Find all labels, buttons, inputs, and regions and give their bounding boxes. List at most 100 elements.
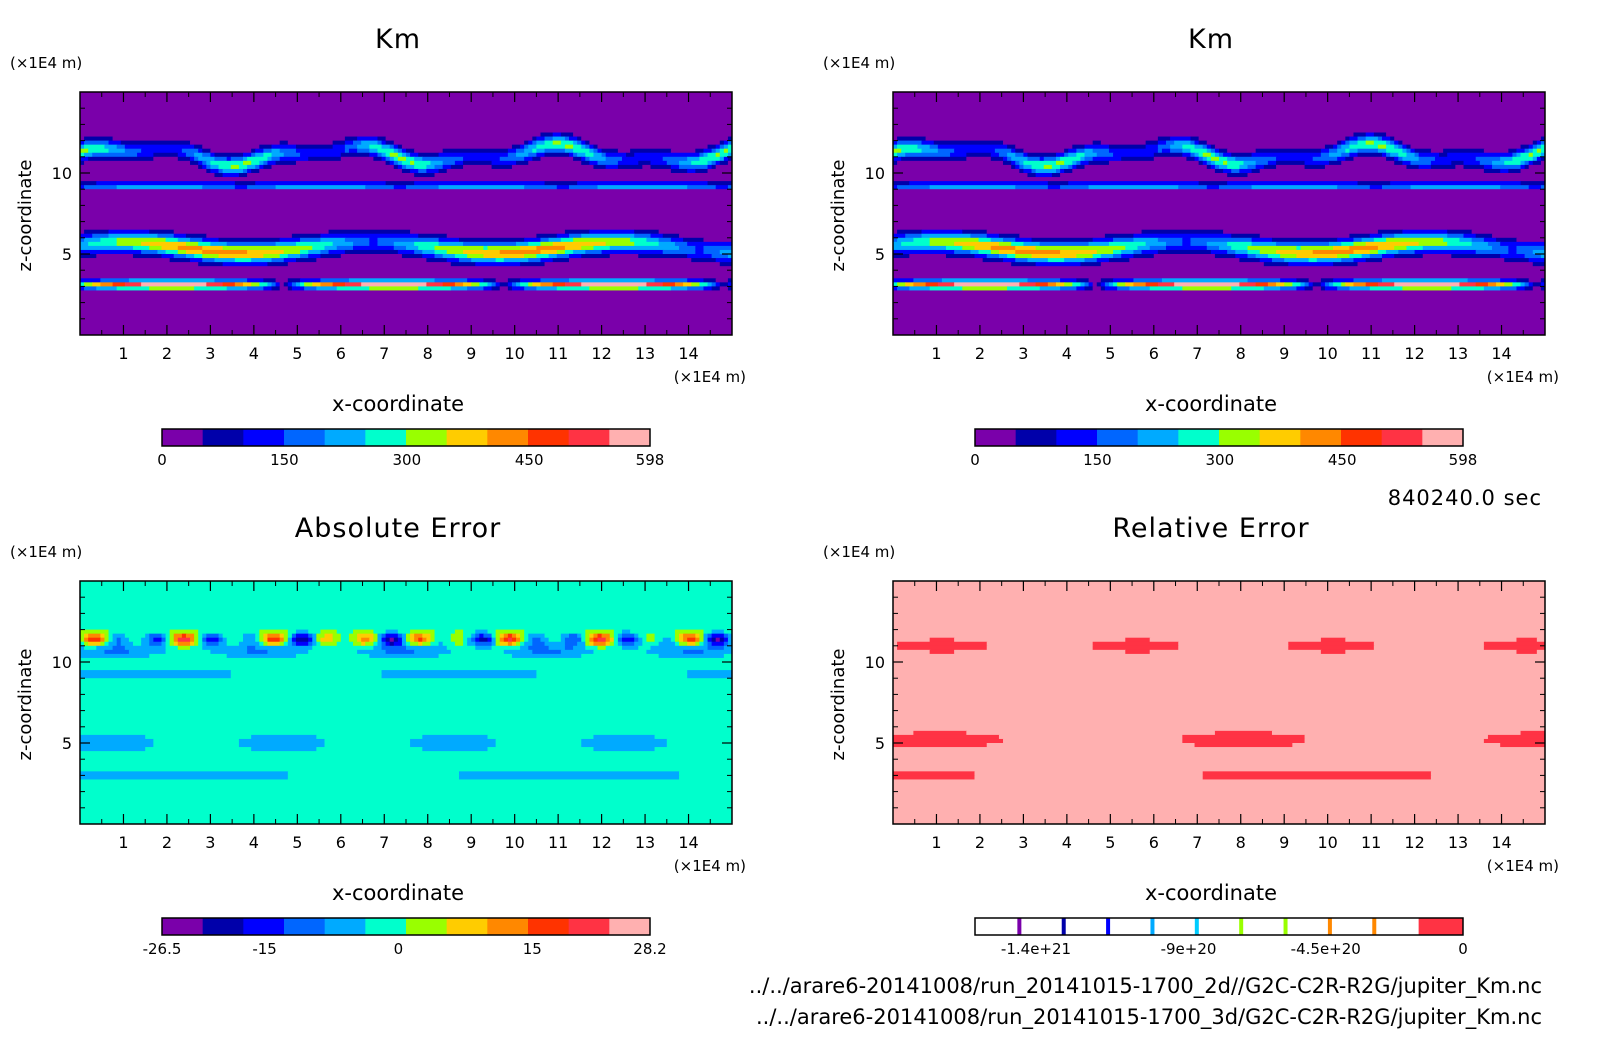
colorbar-swatch: [324, 918, 366, 935]
x-tick-label: 2: [975, 344, 985, 363]
colorbar-swatch: [446, 429, 488, 446]
x-tick-label: 5: [1105, 344, 1115, 363]
x-tick-label: 2: [162, 833, 172, 852]
x-tick-label: 5: [1105, 833, 1115, 852]
y-unit-label: (×1E4 m): [10, 54, 82, 72]
x-tick-label: 12: [1404, 344, 1424, 363]
colorbar-swatch: [243, 429, 285, 446]
y-unit-label: (×1E4 m): [823, 54, 895, 72]
x-unit-label: (×1E4 m): [1487, 368, 1559, 386]
colorbar-swatch: [365, 429, 407, 446]
colorbar-swatch: [365, 918, 407, 935]
x-tick-label: 4: [249, 833, 259, 852]
x-tick-label: 5: [292, 344, 302, 363]
x-tick-label: 10: [1317, 833, 1337, 852]
x-tick-label: 8: [423, 833, 433, 852]
chart-title: Relative Error: [1112, 513, 1309, 544]
y-unit-label: (×1E4 m): [823, 543, 895, 561]
x-tick-label: 1: [118, 833, 128, 852]
y-tick-label: 10: [52, 164, 72, 183]
x-tick-label: 11: [1361, 833, 1381, 852]
colorbar: 0 150 300 450 598: [970, 428, 1478, 469]
x-tick-label: 2: [975, 833, 985, 852]
colorbar-label: 28.2: [633, 940, 666, 958]
y-axis-label: z-coordinate: [828, 649, 849, 761]
y-tick-label: 10: [865, 653, 885, 672]
x-tick-label: 1: [931, 344, 941, 363]
colorbar-swatch: [1374, 918, 1420, 935]
colorbar: 0 150 300 450 598: [157, 428, 664, 469]
colorbar-swatch: [1015, 429, 1057, 446]
x-tick-label: 11: [548, 833, 568, 852]
x-axis-label: x-coordinate: [1145, 392, 1277, 416]
chart-title: Km: [375, 24, 421, 55]
x-tick-label: 11: [548, 344, 568, 363]
colorbar-swatch: [1241, 918, 1287, 935]
x-tick-label: 9: [466, 833, 476, 852]
colorbar-label: -26.5: [143, 940, 182, 958]
colorbar-tick: [1106, 918, 1111, 935]
colorbar-swatch: [202, 918, 244, 935]
x-tick-label: 10: [1317, 344, 1337, 363]
x-axis-label: x-coordinate: [332, 392, 464, 416]
y-unit-label: (×1E4 m): [10, 543, 82, 561]
colorbar-swatch: [568, 429, 610, 446]
y-tick-label: 5: [875, 734, 885, 753]
colorbar-swatch: [1019, 918, 1065, 935]
colorbar-tick: [1239, 918, 1244, 935]
x-tick-label: 12: [591, 833, 611, 852]
x-tick-label: 7: [1192, 833, 1202, 852]
colorbar-label: -15: [252, 940, 277, 958]
colorbar-tick: [1372, 918, 1377, 935]
colorbar-label: 0: [970, 451, 980, 469]
x-tick-label: 3: [1018, 833, 1028, 852]
x-axis-label: x-coordinate: [332, 881, 464, 905]
colorbar-label: 150: [1083, 451, 1112, 469]
x-tick-label: 14: [1491, 344, 1511, 363]
colorbar-swatch: [1178, 429, 1220, 446]
colorbar-label: 150: [270, 451, 299, 469]
colorbar-swatch: [1381, 429, 1423, 446]
timestamp-label: 840240.0 sec: [1388, 486, 1542, 510]
x-tick-label: 1: [118, 344, 128, 363]
colorbar-swatch: [1329, 918, 1375, 935]
colorbar-tick: [1150, 918, 1155, 935]
x-tick-label: 7: [1192, 344, 1202, 363]
colorbar-swatch: [1422, 429, 1464, 446]
x-tick-label: 7: [379, 344, 389, 363]
x-tick-label: 9: [1279, 344, 1289, 363]
x-tick-label: 4: [249, 344, 259, 363]
colorbar-swatch: [446, 918, 488, 935]
x-tick-label: 10: [504, 344, 524, 363]
colorbar-swatch: [487, 918, 529, 935]
colorbar-swatch: [162, 429, 204, 446]
colorbar-swatch: [324, 429, 366, 446]
y-axis-label: z-coordinate: [828, 160, 849, 272]
colorbar-label: 300: [1205, 451, 1234, 469]
x-tick-label: 13: [635, 833, 655, 852]
x-tick-label: 13: [635, 344, 655, 363]
x-tick-label: 8: [1236, 833, 1246, 852]
colorbar-label: 15: [523, 940, 542, 958]
colorbar-tick: [1283, 918, 1288, 935]
colorbar-label: 0: [1458, 940, 1468, 958]
colorbar-swatch: [284, 429, 326, 446]
colorbar-swatch: [975, 918, 1020, 935]
x-tick-label: 4: [1062, 833, 1072, 852]
colorbar-label: 598: [1449, 451, 1478, 469]
chart-title: Km: [1188, 24, 1234, 55]
colorbar: -1.4e+21 -9e+20 -4.5e+20 0: [974, 917, 1468, 958]
x-tick-label: 14: [1491, 833, 1511, 852]
colorbar-swatch: [1196, 918, 1242, 935]
colorbar-swatch: [1300, 429, 1342, 446]
colorbar-swatch: [528, 429, 570, 446]
x-tick-label: 10: [504, 833, 524, 852]
x-tick-label: 14: [678, 344, 698, 363]
colorbar-swatch: [609, 429, 651, 446]
y-axis-label: z-coordinate: [15, 160, 36, 272]
x-tick-label: 7: [379, 833, 389, 852]
contour-field: [893, 581, 1545, 824]
colorbar-swatch: [243, 918, 285, 935]
